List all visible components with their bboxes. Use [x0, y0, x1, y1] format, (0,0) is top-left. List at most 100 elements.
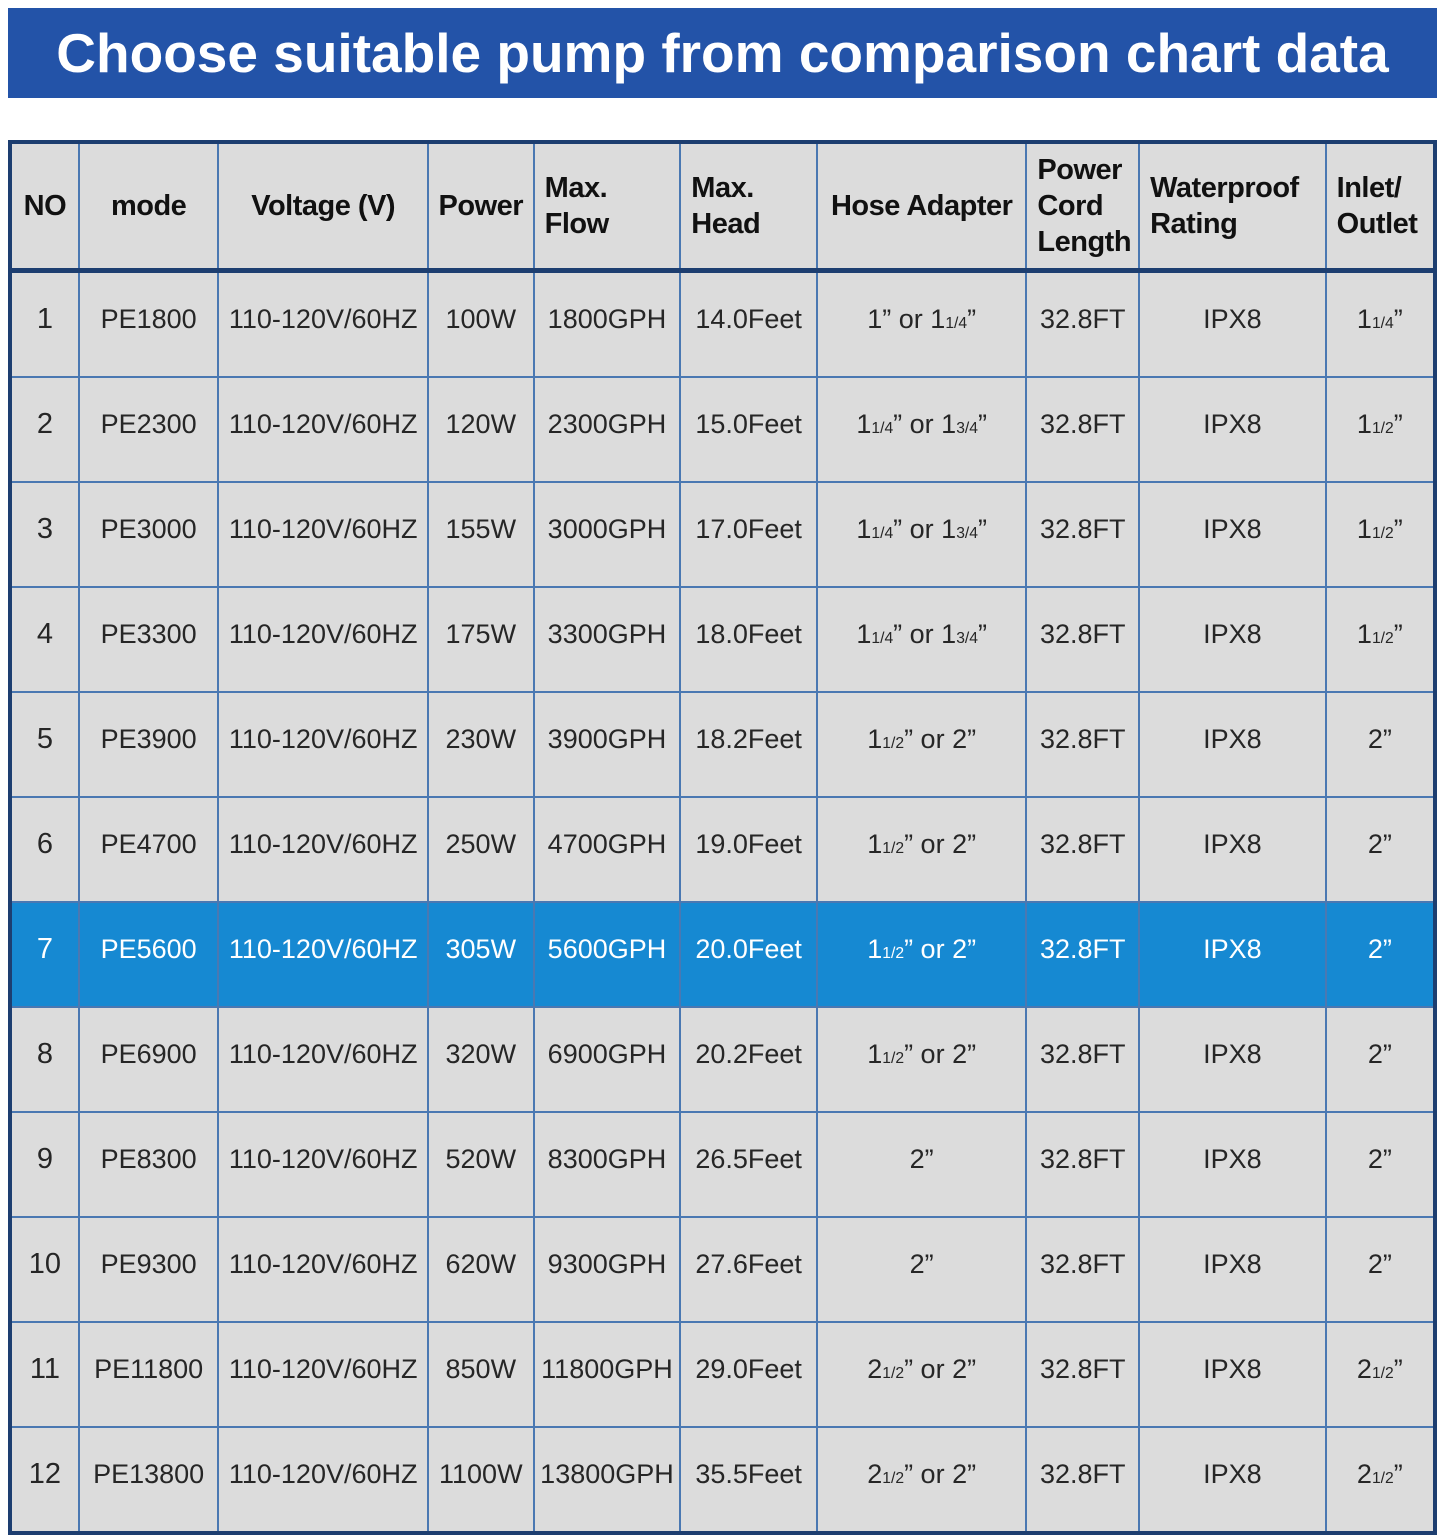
fraction-text: 1/2 — [1371, 630, 1394, 647]
cell-power-cord-length: 32.8FT — [1025, 1426, 1141, 1534]
cell-inlet-outlet: 2” — [1324, 1216, 1437, 1323]
cell-max-head: 17.0Feet — [679, 481, 818, 588]
cell-hose-adapter: 11/4” or 13/4” — [815, 586, 1028, 693]
column-header-inlet-outlet: Inlet/ Outlet — [1324, 141, 1437, 273]
cell-no: 9 — [9, 1111, 80, 1218]
table-row: 8 PE6900 110-120V/60HZ 320W 6900GPH 20.2Feet 1… — [9, 1006, 1437, 1113]
table-row: 9 PE8300 110-120V/60HZ 520W 8300GPH 26.5Feet 2… — [9, 1111, 1437, 1218]
table-row: 5 PE3900 110-120V/60HZ 230W 3900GPH 18.2Feet 1… — [9, 691, 1437, 798]
fraction-text: 1/4 — [871, 630, 894, 647]
cell-power-cord-length: 32.8FT — [1025, 691, 1141, 798]
cell-power-cord-length: 32.8FT — [1025, 586, 1141, 693]
cell-inlet-outlet: 2” — [1324, 1006, 1437, 1113]
cell-max-flow: 2300GPH — [532, 376, 682, 483]
cell-no: 8 — [9, 1006, 80, 1113]
cell-hose-adapter: 2” — [815, 1216, 1028, 1323]
cell-power: 175W — [426, 586, 535, 693]
cell-max-head: 19.0Feet — [679, 796, 818, 903]
column-header-max-flow: Max. Flow — [532, 141, 682, 273]
cell-voltage: 110-120V/60HZ — [217, 1321, 429, 1428]
fraction-text: 1/4 — [1371, 315, 1394, 332]
cell-waterproof-rating: IPX8 — [1138, 376, 1327, 483]
cell-inlet-outlet: 2” — [1324, 796, 1437, 903]
cell-waterproof-rating: IPX8 — [1138, 1321, 1327, 1428]
cell-max-flow: 3000GPH — [532, 481, 682, 588]
cell-power: 850W — [426, 1321, 535, 1428]
cell-power-cord-length: 32.8FT — [1025, 1006, 1141, 1113]
cell-hose-adapter: 11/2” or 2” — [815, 901, 1028, 1008]
cell-power-cord-length: 32.8FT — [1025, 481, 1141, 588]
cell-waterproof-rating: IPX8 — [1138, 1006, 1327, 1113]
cell-max-flow: 6900GPH — [532, 1006, 682, 1113]
column-header-hose-adapter: Hose Adapter — [815, 141, 1028, 273]
cell-waterproof-rating: IPX8 — [1138, 691, 1327, 798]
cell-mode: PE11800 — [77, 1321, 220, 1428]
fraction-text: 1/4 — [871, 420, 894, 437]
fraction-text: 1/2 — [882, 1470, 905, 1487]
fraction-text: 1/4 — [871, 525, 894, 542]
fraction-text: 1/2 — [882, 840, 905, 857]
cell-inlet-outlet: 11/4” — [1324, 269, 1437, 378]
fraction-text: 1/2 — [882, 1365, 905, 1382]
cell-max-head: 20.2Feet — [679, 1006, 818, 1113]
cell-hose-adapter: 21/2” or 2” — [815, 1426, 1028, 1534]
table-row: 12 PE13800 110-120V/60HZ 1100W 13800GPH 35.5F… — [9, 1426, 1437, 1534]
cell-no: 7 — [9, 901, 80, 1008]
cell-inlet-outlet: 21/2” — [1324, 1426, 1437, 1534]
cell-power-cord-length: 32.8FT — [1025, 1216, 1141, 1323]
cell-power: 620W — [426, 1216, 535, 1323]
cell-no: 1 — [9, 269, 80, 378]
cell-max-head: 26.5Feet — [679, 1111, 818, 1218]
cell-voltage: 110-120V/60HZ — [217, 586, 429, 693]
column-header-power-cord-length: Power Cord Length — [1025, 141, 1141, 273]
cell-power: 1100W — [426, 1426, 535, 1534]
cell-inlet-outlet: 11/2” — [1324, 376, 1437, 483]
fraction-text: 1/2 — [1371, 525, 1394, 542]
column-header-waterproof-rating: Waterproof Rating — [1138, 141, 1327, 273]
cell-waterproof-rating: IPX8 — [1138, 1426, 1327, 1534]
cell-hose-adapter: 11/4” or 13/4” — [815, 481, 1028, 588]
cell-power: 155W — [426, 481, 535, 588]
cell-hose-adapter: 11/2” or 2” — [815, 691, 1028, 798]
cell-voltage: 110-120V/60HZ — [217, 901, 429, 1008]
cell-no: 10 — [9, 1216, 80, 1323]
fraction-text: 1/4 — [945, 315, 968, 332]
cell-voltage: 110-120V/60HZ — [217, 1216, 429, 1323]
cell-waterproof-rating: IPX8 — [1138, 586, 1327, 693]
column-header-no: NO — [9, 141, 80, 273]
cell-inlet-outlet: 2” — [1324, 1111, 1437, 1218]
cell-max-flow: 5600GPH — [532, 901, 682, 1008]
column-header-max-head: Max. Head — [679, 141, 818, 273]
cell-inlet-outlet: 2” — [1324, 901, 1437, 1008]
cell-max-flow: 3300GPH — [532, 586, 682, 693]
fraction-text: 3/4 — [956, 420, 978, 437]
column-header-power: Power — [426, 141, 535, 273]
cell-power-cord-length: 32.8FT — [1025, 269, 1141, 378]
cell-no: 6 — [9, 796, 80, 903]
cell-mode: PE8300 — [77, 1111, 220, 1218]
cell-power-cord-length: 32.8FT — [1025, 376, 1141, 483]
cell-power: 305W — [426, 901, 535, 1008]
cell-voltage: 110-120V/60HZ — [217, 1006, 429, 1113]
cell-hose-adapter: 11/2” or 2” — [815, 1006, 1028, 1113]
table-row: 4 PE3300 110-120V/60HZ 175W 3300GPH 18.0Feet 1… — [9, 586, 1437, 693]
cell-hose-adapter: 2” — [815, 1111, 1028, 1218]
cell-mode: PE3900 — [77, 691, 220, 798]
table-row: 10 PE9300 110-120V/60HZ 620W 9300GPH 27.6Feet… — [9, 1216, 1437, 1323]
cell-power-cord-length: 32.8FT — [1025, 1321, 1141, 1428]
cell-no: 4 — [9, 586, 80, 693]
table-header: NO mode Voltage (V) Power Max. Flow Max. Head… — [9, 141, 1437, 273]
cell-power-cord-length: 32.8FT — [1025, 796, 1141, 903]
cell-mode: PE3300 — [77, 586, 220, 693]
cell-max-flow: 8300GPH — [532, 1111, 682, 1218]
cell-hose-adapter: 11/2” or 2” — [815, 796, 1028, 903]
cell-waterproof-rating: IPX8 — [1138, 901, 1327, 1008]
fraction-text: 1/2 — [1371, 1365, 1394, 1382]
cell-max-head: 20.0Feet — [679, 901, 818, 1008]
fraction-text: 3/4 — [956, 525, 978, 542]
cell-waterproof-rating: IPX8 — [1138, 1111, 1327, 1218]
cell-waterproof-rating: IPX8 — [1138, 481, 1327, 588]
column-header-mode: mode — [77, 141, 220, 273]
cell-waterproof-rating: IPX8 — [1138, 796, 1327, 903]
cell-voltage: 110-120V/60HZ — [217, 796, 429, 903]
